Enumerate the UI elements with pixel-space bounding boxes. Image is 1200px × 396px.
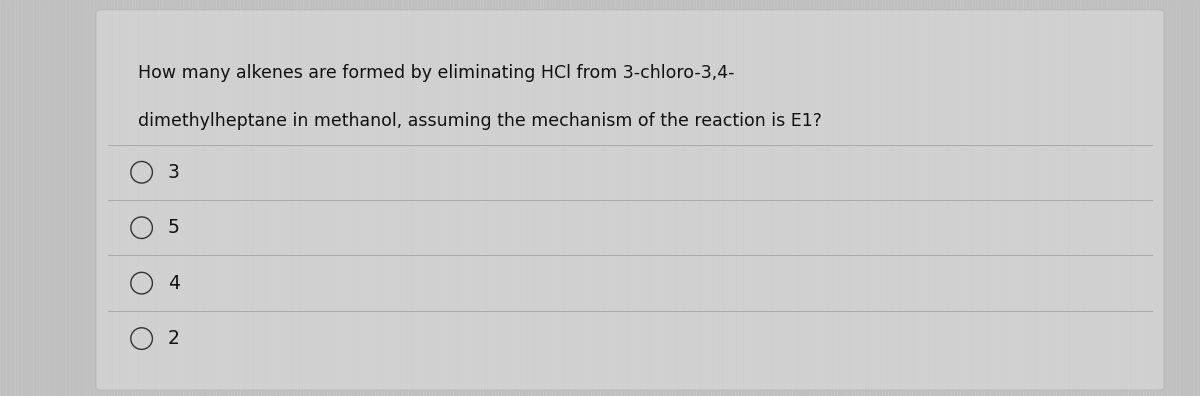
Text: 2: 2 <box>168 329 180 348</box>
Text: 3: 3 <box>168 163 180 182</box>
Text: How many alkenes are formed by eliminating HCl from 3-chloro-3,4-: How many alkenes are formed by eliminati… <box>138 64 734 82</box>
Text: 4: 4 <box>168 274 180 293</box>
Text: 5: 5 <box>168 218 180 237</box>
FancyBboxPatch shape <box>96 10 1164 390</box>
Text: dimethylheptane in methanol, assuming the mechanism of the reaction is E1?: dimethylheptane in methanol, assuming th… <box>138 112 822 130</box>
